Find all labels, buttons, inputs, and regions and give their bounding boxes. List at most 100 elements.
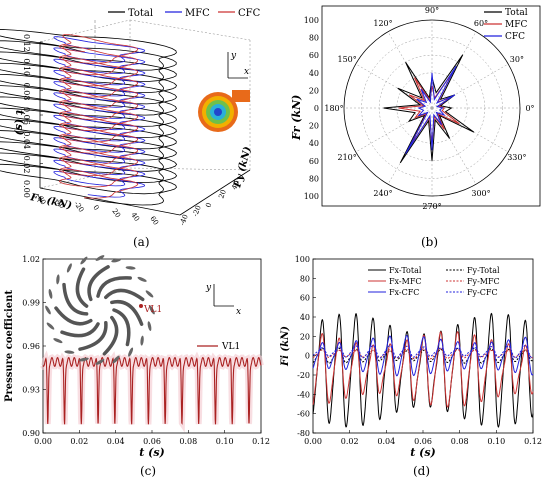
a-fx-tick-label: -20	[72, 200, 85, 214]
panel-a-fy-axis-label: Fy (kN)	[232, 145, 254, 190]
c-y-tick-label: 0.90	[22, 429, 40, 438]
panel-a: 0.000.020.040.060.080.100.12 -60 -40 -20 0 2…	[0, 8, 261, 249]
a-fy-tick-label: -20	[191, 204, 202, 217]
diffuser-vane	[145, 290, 154, 298]
c-y-tick-label: 1.02	[22, 255, 40, 264]
a-fx-tick-label: 0	[91, 204, 100, 212]
b-angle-tick-label: 60°	[474, 19, 488, 28]
diffuser-vane	[80, 256, 88, 265]
c-y-tick-label: 0.99	[22, 299, 40, 308]
d-y-tick-label: 20	[300, 332, 310, 341]
panel-c-inset-y: y	[205, 283, 212, 293]
a-fy-tick-label: 40	[230, 180, 241, 191]
b-grid-ring	[361, 37, 503, 179]
a-t-tick-label: 0.12	[22, 34, 31, 52]
d-y-tick-label: 80	[300, 274, 310, 283]
panel-a-legend-total: Total	[128, 8, 153, 19]
a-t-tick-label: 0.00	[22, 180, 31, 198]
panel-c: 0.00 0.02 0.04 0.06 0.08 0.10 0.12 0.90 0.93 0.9…	[4, 255, 270, 478]
d-y-tick-label: 100	[295, 255, 310, 264]
a-fy-tick-label: -40	[178, 213, 189, 226]
d-legend-label: Fx-CFC	[389, 288, 419, 297]
b-angle-tick-label: 300°	[471, 189, 490, 198]
a-fy-tick-label: 0	[204, 202, 213, 209]
d-x-tick-label: 0.00	[304, 437, 322, 446]
panel-b-legend-total: Total	[505, 8, 528, 18]
panel-b-grid	[343, 19, 521, 197]
panel-a-legend: Total MFC CFC	[108, 8, 261, 19]
a-t-tick-label: 0.10	[22, 58, 31, 76]
b-outer-ring	[343, 19, 521, 197]
panel-d-x-ticks: 0.00 0.02 0.04 0.06 0.08 0.10 0.12	[304, 430, 542, 446]
b-grid-spoke	[431, 107, 477, 185]
panel-c-inset-x: x	[236, 307, 241, 317]
panel-c-y-ticks: 0.90 0.93 0.96 0.99 1.02	[22, 255, 46, 438]
b-radial-tick-top: 60	[309, 51, 319, 60]
b-angle-tick-label: 120°	[373, 19, 392, 28]
panel-c-inset-point: VL1	[143, 305, 162, 315]
impeller-blade	[112, 308, 131, 347]
d-series-fx-cfc	[312, 334, 534, 377]
panel-a-fx-ticks: -60 -40 -20 0 20 40 60	[34, 193, 160, 227]
diffuser-vane	[95, 359, 105, 365]
diffuser-vane	[149, 305, 155, 315]
d-y-tick-label: -60	[297, 410, 310, 419]
b-grid-spoke	[387, 31, 433, 109]
panel-d-ylabel: Fi (kN)	[280, 326, 291, 367]
a-fx-tick-label: 40	[129, 211, 141, 223]
panel-c-label: (c)	[140, 464, 156, 478]
panel-b-legend-mfc: MFC	[505, 20, 527, 30]
panel-d-xlabel: t (s)	[410, 446, 436, 459]
a-fx-tick-label: 20	[110, 207, 122, 219]
panel-a-t-ticks: 0.00 0.02 0.04 0.06 0.08 0.10 0.12	[22, 34, 43, 198]
a-trace-cfc	[58, 34, 139, 199]
impeller-blade	[60, 322, 100, 338]
impeller-blades-icon	[45, 255, 155, 365]
d-y-tick-label: -80	[297, 429, 310, 438]
panel-d-series	[312, 312, 534, 428]
panel-a-fx-axis-label: Fx (kN)	[28, 192, 73, 212]
b-angle-tick-label: 180°	[324, 104, 343, 113]
b-radial-tick-bottom: 20	[309, 122, 319, 131]
b-radial-tick-bottom: 60	[309, 157, 319, 166]
panel-c-ylabel: Pressure coefficient	[4, 290, 15, 402]
impeller-blade	[62, 282, 89, 316]
panel-b-legend-cfc: CFC	[505, 32, 525, 42]
c-x-tick-label: 0.10	[216, 437, 234, 446]
vl1-marker	[139, 304, 143, 308]
d-x-tick-label: 0.08	[451, 437, 469, 446]
b-angle-tick-label: 210°	[337, 153, 356, 162]
a-trace-total	[0, 29, 178, 206]
diffuser-vane	[128, 347, 134, 357]
b-angle-tick-label: 90°	[425, 6, 439, 15]
panel-a-inset-x: x	[244, 67, 249, 77]
b-grid-spoke	[355, 63, 433, 109]
d-legend-label: Fy-CFC	[467, 288, 498, 297]
c-series-vl1	[42, 356, 262, 425]
a-t-tick-label: 0.08	[22, 83, 31, 101]
d-x-tick-label: 0.06	[414, 437, 432, 446]
b-radial-tick-top: 80	[309, 34, 319, 43]
panel-c-legend: VL1	[197, 342, 240, 352]
d-y-tick-label: -20	[297, 371, 310, 380]
impeller-blade	[110, 299, 144, 326]
diffuser-vane	[147, 321, 152, 332]
a-fy-tick-label: 20	[217, 189, 228, 200]
c-y-tick-label: 0.93	[22, 386, 40, 395]
b-radial-tick-bottom: 80	[309, 174, 319, 183]
a-fx-tick-label: 60	[148, 215, 160, 227]
b-series-total	[383, 54, 475, 164]
panel-c-x-ticks: 0.00 0.02 0.04 0.06 0.08 0.10 0.12	[34, 430, 270, 446]
b-radial-tick-bottom: 100	[304, 192, 319, 201]
c-x-tick-label: 0.00	[34, 437, 52, 446]
panel-c-inset-axes: y x	[205, 283, 241, 317]
panel-d-label: (d)	[413, 464, 430, 478]
diffuser-vane	[111, 258, 122, 263]
diffuser-vane	[112, 355, 120, 364]
b-radial-tick-bottom: 40	[309, 139, 319, 148]
b-angle-tick-label: 330°	[507, 153, 526, 162]
b-series-cfc	[405, 65, 457, 154]
b-grid-spoke	[431, 63, 509, 109]
b-radial-tick-top: 100	[304, 16, 319, 25]
